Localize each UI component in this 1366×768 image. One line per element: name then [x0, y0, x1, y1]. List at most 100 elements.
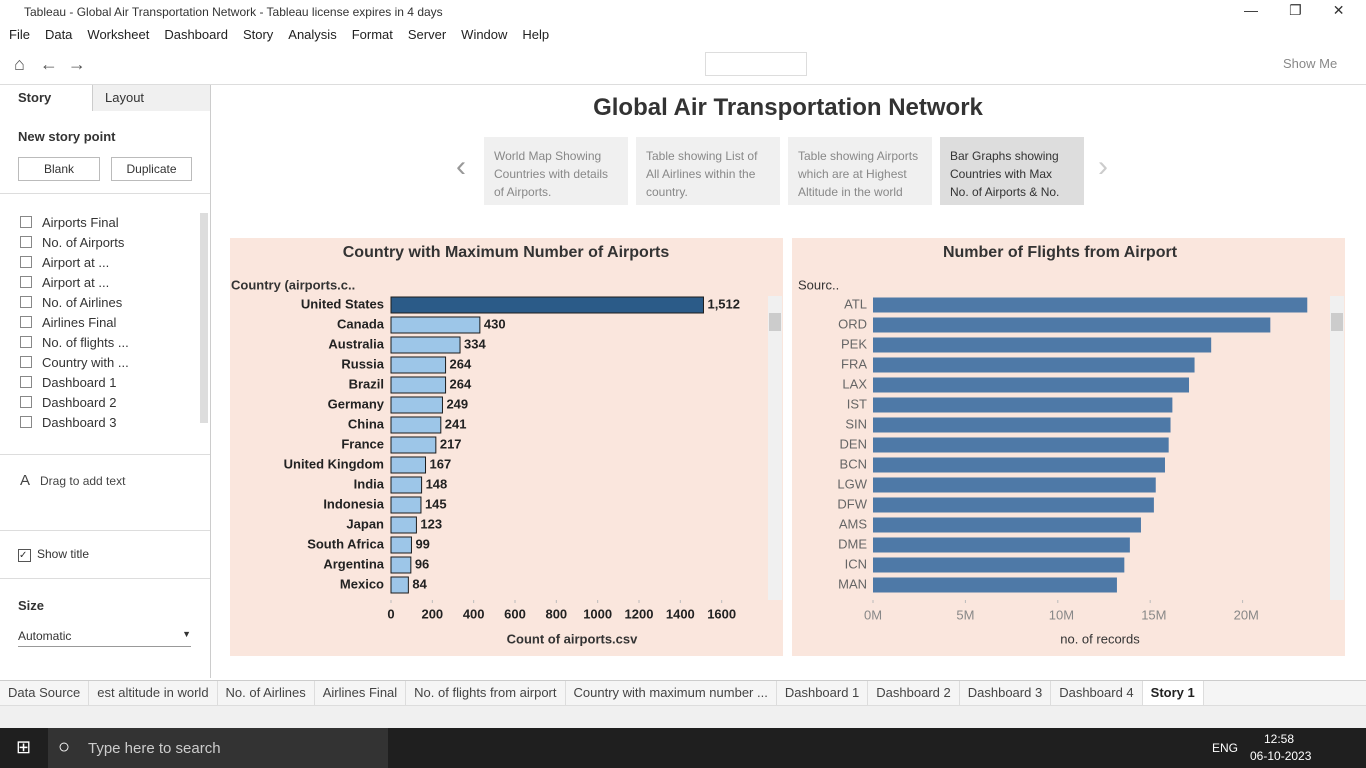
value-label: 167: [430, 456, 452, 471]
bar: [390, 356, 447, 374]
sheet-tab[interactable]: Airlines Final: [315, 681, 407, 705]
sheet-tab[interactable]: No. of flights from airport: [406, 681, 566, 705]
bar: [873, 557, 1125, 573]
category-label: China: [348, 416, 385, 431]
x-tick-label: 1200: [625, 606, 654, 621]
value-label: 96: [415, 556, 429, 571]
tab-story[interactable]: Story: [0, 85, 92, 111]
size-dropdown[interactable]: Automatic ▼: [18, 629, 191, 647]
x-tick-label: 600: [504, 606, 526, 621]
category-label: FRA: [841, 356, 867, 371]
menu-item[interactable]: Story: [242, 27, 274, 42]
bar: [873, 317, 1271, 333]
sheet-item: No. of flights ...: [20, 335, 129, 350]
category-label: South Africa: [307, 536, 385, 551]
bar: [873, 397, 1173, 413]
menu-item[interactable]: Data: [44, 27, 73, 42]
show-me[interactable]: Show Me: [1283, 56, 1338, 71]
bar: [390, 496, 422, 514]
bar: [873, 337, 1212, 353]
value-label: 123: [420, 516, 442, 531]
drag-text-label: Drag to add text: [40, 474, 126, 488]
bar: [390, 516, 417, 534]
sheet-tabs: Data Source est altitude in world No. of A…: [0, 680, 1366, 705]
menu-item[interactable]: Format: [351, 27, 393, 42]
menu-item[interactable]: Dashboard: [164, 27, 228, 42]
search-box[interactable]: Type here to search: [88, 740, 221, 757]
menu-item[interactable]: Help: [522, 27, 550, 42]
menu-item[interactable]: Worksheet: [87, 27, 150, 42]
bar: [390, 476, 423, 494]
sheet-list: Airports Final No. of Airports Airport at …: [0, 212, 200, 442]
sheet-item: No. of Airports: [20, 235, 124, 250]
category-label: Germany: [328, 396, 385, 411]
x-tick-label: 5M: [956, 607, 974, 622]
category-label: MAN: [838, 576, 867, 591]
x-axis-title: no. of records: [1060, 631, 1140, 646]
section-label: New story point: [18, 129, 116, 144]
sheet-item: Airport at ...: [20, 255, 109, 270]
bar: [873, 457, 1165, 473]
bar: [390, 536, 412, 554]
menu-item[interactable]: Server: [407, 27, 447, 42]
blank-button[interactable]: Blank: [18, 157, 100, 181]
sheet-item: No. of Airlines: [20, 295, 122, 310]
sheet-tab[interactable]: Story 1: [1142, 681, 1204, 705]
sheet-tab[interactable]: Dashboard 4: [1051, 681, 1143, 705]
x-tick-label: 400: [463, 606, 485, 621]
menu-bar: File Data Worksheet Dashboard Story Analysis F…: [9, 27, 564, 42]
tab-layout[interactable]: Layout: [92, 85, 210, 111]
bar: [390, 316, 481, 334]
story-point[interactable]: Table showing Airports which are at High…: [788, 137, 932, 205]
menu-item[interactable]: Window: [461, 27, 508, 42]
category-label: India: [354, 476, 385, 491]
category-label: Japan: [346, 516, 384, 531]
sheet-tab[interactable]: Dashboard 3: [960, 681, 1052, 705]
clock-date: 06-10-2023: [1250, 749, 1312, 763]
sheet-tab[interactable]: Data Source: [0, 681, 90, 705]
value-label: 241: [445, 416, 467, 431]
category-label: BCN: [840, 456, 867, 471]
window-controls[interactable]: — ❐ ✕: [1244, 2, 1345, 18]
category-label: Indonesia: [323, 496, 384, 511]
sheet-item: Dashboard 2: [20, 395, 116, 410]
chart-title: Number of Flights from Airport: [943, 244, 1178, 261]
y-axis-title: Sourc..: [798, 277, 839, 292]
sheet-item: Airports Final: [20, 215, 119, 230]
story-point[interactable]: World Map Showing Countries with details…: [484, 137, 628, 205]
size-value: Automatic: [18, 629, 72, 643]
prev-arrow[interactable]: ‹: [456, 150, 466, 183]
category-label: United Kingdom: [284, 456, 384, 471]
category-label: United States: [301, 296, 384, 311]
duplicate-button[interactable]: Duplicate: [111, 157, 192, 181]
show-title-label: Show title: [37, 547, 90, 561]
sheet-tab[interactable]: Dashboard 1: [777, 681, 869, 705]
bar: [873, 477, 1156, 493]
y-axis-title: Country (airports.c..: [231, 277, 355, 292]
category-label: Australia: [328, 336, 384, 351]
next-arrow[interactable]: ›: [1098, 150, 1108, 183]
window-title: Tableau - Global Air Transportation Netw…: [24, 5, 443, 19]
sheet-tab[interactable]: Country with maximum number ...: [566, 681, 777, 705]
story-point[interactable]: Bar Graphs showing Countries with Max No…: [940, 137, 1084, 205]
category-label: France: [341, 436, 384, 451]
menu-item[interactable]: File: [9, 27, 30, 42]
category-label: Canada: [337, 316, 385, 331]
sheet-tab[interactable]: No. of Airlines: [218, 681, 315, 705]
story-point[interactable]: Table showing List of All Airlines withi…: [636, 137, 780, 205]
x-tick-label: 200: [421, 606, 443, 621]
bar: [390, 436, 437, 454]
sheet-tab[interactable]: Dashboard 2: [868, 681, 960, 705]
bar: [390, 336, 461, 354]
category-label: SIN: [845, 416, 867, 431]
category-label: ORD: [838, 316, 867, 331]
story-title: Global Air Transportation Network: [593, 94, 983, 121]
sheet-tab[interactable]: est altitude in world: [89, 681, 218, 705]
show-title[interactable]: ✓ Show title: [18, 547, 90, 562]
drag-text[interactable]: A Drag to add text: [20, 472, 126, 489]
x-tick-label: 1000: [583, 606, 612, 621]
sheet-item: Dashboard 3: [20, 415, 116, 430]
bar: [390, 296, 704, 314]
menu-item[interactable]: Analysis: [288, 27, 337, 42]
